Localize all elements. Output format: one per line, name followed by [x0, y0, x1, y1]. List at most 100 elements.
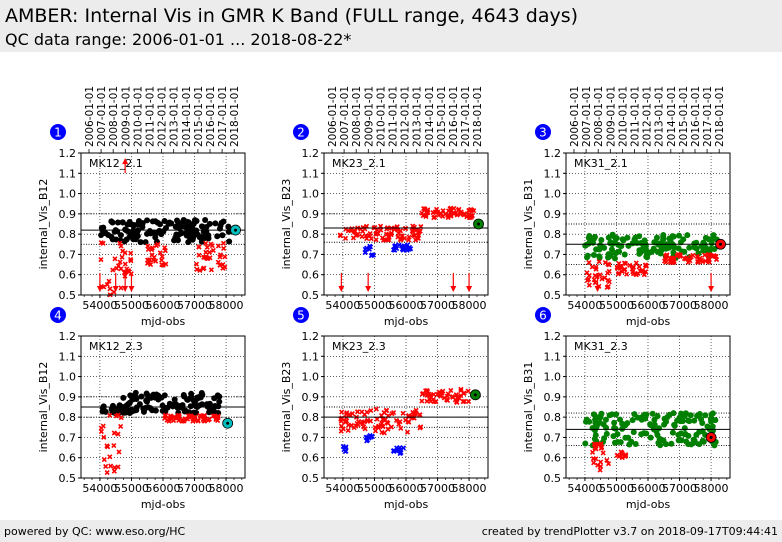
data-point — [458, 388, 464, 394]
data-point — [664, 414, 671, 421]
top-tick-label: 2006-01-01 — [84, 86, 96, 147]
footer-generator: created by trendPlotter v3.7 on 2018-09-… — [481, 525, 778, 538]
data-point — [206, 409, 213, 416]
y-tick-label: 1.2 — [302, 147, 320, 160]
data-point — [471, 208, 477, 214]
data-point — [410, 232, 416, 238]
panel-number-badge — [293, 307, 309, 323]
data-point — [705, 256, 712, 262]
data-point — [671, 422, 678, 429]
data-point — [196, 244, 202, 250]
data-point — [114, 219, 121, 226]
data-point — [133, 396, 140, 403]
data-point — [100, 423, 106, 429]
data-point — [440, 213, 446, 219]
panel-number-badge — [50, 124, 66, 140]
data-point — [584, 270, 590, 276]
data-point — [118, 285, 124, 291]
y-tick-label: 0.9 — [544, 208, 562, 221]
top-tick-label: 2016-01-01 — [690, 86, 702, 147]
data-point — [398, 425, 404, 431]
data-point — [366, 233, 372, 239]
top-tick-label: 2011-01-01 — [630, 86, 642, 147]
data-point — [623, 260, 629, 267]
data-point — [110, 267, 116, 273]
y-tick-label: 0.9 — [302, 391, 320, 404]
data-point — [113, 413, 119, 419]
data-point — [210, 247, 216, 253]
data-point — [369, 252, 375, 258]
data-point — [143, 398, 150, 405]
data-point — [217, 222, 224, 229]
data-point — [611, 439, 618, 446]
data-point — [339, 415, 345, 421]
data-point — [103, 463, 109, 469]
top-tick-label: 2018-01-01 — [229, 86, 241, 147]
data-point — [140, 408, 147, 415]
data-point — [598, 459, 604, 465]
data-point — [708, 240, 715, 247]
data-point — [643, 263, 649, 269]
top-tick-label: 2007-01-01 — [581, 86, 593, 147]
data-point — [384, 419, 390, 425]
panel-number-badge — [50, 307, 66, 323]
top-tick-label: 2016-01-01 — [205, 86, 217, 147]
data-point — [392, 247, 398, 253]
data-point — [121, 238, 128, 245]
data-point — [362, 249, 369, 255]
data-point — [604, 457, 610, 463]
data-point — [706, 252, 712, 258]
data-point — [702, 252, 708, 258]
data-point — [649, 410, 656, 417]
y-tick-label: 0.8 — [544, 411, 562, 424]
data-point — [118, 423, 124, 429]
data-point — [585, 276, 592, 282]
data-point — [101, 434, 107, 440]
data-point — [101, 456, 107, 463]
y-tick-label: 1.2 — [59, 147, 77, 160]
panel-number: 2 — [297, 126, 305, 140]
data-point — [687, 412, 694, 419]
data-point — [662, 441, 669, 448]
data-point — [597, 467, 603, 473]
x-tick-label: 55000 — [114, 299, 149, 312]
data-point — [440, 388, 446, 394]
data-point — [592, 273, 598, 279]
data-point — [647, 434, 654, 441]
x-tick-label: 54000 — [567, 299, 602, 312]
data-point — [670, 410, 677, 417]
data-point — [151, 230, 158, 237]
header: AMBER: Internal Vis in GMR K Band (FULL … — [0, 0, 782, 52]
data-point — [390, 448, 396, 454]
data-point — [152, 407, 159, 414]
top-tick-label: 2014-01-01 — [424, 86, 436, 147]
data-point — [629, 417, 636, 424]
page-title: AMBER: Internal Vis in GMR K Band (FULL … — [5, 5, 579, 27]
data-point — [404, 429, 411, 435]
top-tick-label: 2013-01-01 — [654, 86, 666, 147]
data-point — [353, 232, 360, 238]
footer-credit: powered by QC: www.eso.org/HC — [4, 525, 186, 538]
x-tick-label: 56000 — [631, 482, 666, 495]
data-point — [127, 392, 134, 399]
data-point — [675, 416, 682, 423]
data-point — [415, 235, 422, 242]
data-point — [678, 437, 685, 444]
top-tick-label: 2013-01-01 — [412, 86, 424, 147]
data-point — [599, 276, 605, 282]
data-point — [669, 256, 675, 262]
data-point — [465, 388, 471, 394]
data-point — [605, 283, 611, 290]
data-point — [211, 408, 218, 415]
data-point — [686, 244, 693, 251]
y-tick-label: 0.9 — [59, 391, 77, 404]
data-point — [456, 393, 462, 399]
data-point — [372, 424, 378, 431]
data-point — [130, 221, 137, 228]
data-point — [379, 235, 386, 241]
x-tick-label: 54000 — [325, 299, 360, 312]
data-point — [225, 223, 232, 230]
data-point — [149, 218, 156, 225]
top-tick-label: 2014-01-01 — [181, 86, 193, 147]
data-point — [163, 261, 169, 267]
